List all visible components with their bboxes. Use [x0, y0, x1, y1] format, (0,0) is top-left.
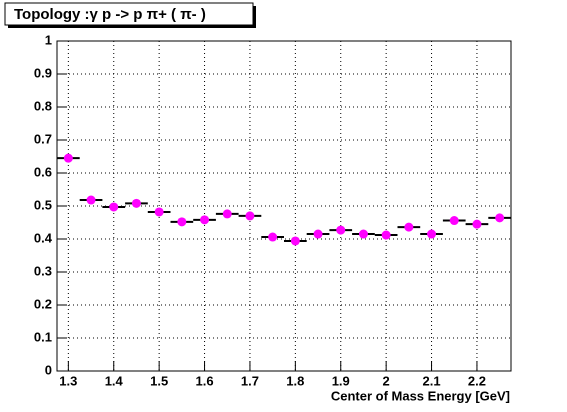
- data-point: [449, 216, 459, 226]
- y-tick-label: 0.1: [34, 329, 52, 344]
- x-tick-label: 1.8: [286, 373, 304, 388]
- data-point: [63, 153, 73, 163]
- x-tick-label: 1.6: [196, 373, 214, 388]
- y-tick-label: 0.8: [34, 98, 52, 113]
- data-point: [290, 236, 300, 246]
- data-point: [336, 225, 346, 235]
- data-point: [86, 195, 96, 205]
- data-point: [268, 232, 278, 242]
- y-tick-label: 0.9: [34, 65, 52, 80]
- data-point: [495, 213, 505, 223]
- y-tick-label: 0.7: [34, 131, 52, 146]
- data-point: [404, 222, 414, 232]
- data-point: [154, 207, 164, 217]
- data-point: [200, 215, 210, 225]
- y-tick-label: 0.6: [34, 164, 52, 179]
- y-tick-label: 0.4: [34, 230, 53, 245]
- y-tick-label: 0.2: [34, 296, 52, 311]
- data-point: [109, 202, 119, 212]
- y-tick-label: 0: [45, 362, 52, 377]
- x-tick-label: 1.7: [241, 373, 259, 388]
- y-tick-label: 0.3: [34, 263, 52, 278]
- y-tick-label: 1: [45, 32, 52, 47]
- x-tick-label: 1.9: [332, 373, 350, 388]
- x-tick-label: 2.2: [468, 373, 486, 388]
- data-point: [427, 229, 437, 239]
- data-point: [313, 229, 323, 239]
- title-box: [4, 2, 254, 26]
- data-point: [222, 209, 232, 219]
- y-tick-label: 0.5: [34, 197, 52, 212]
- data-point: [472, 219, 482, 229]
- x-tick-label: 1.5: [150, 373, 168, 388]
- x-tick-label: 1.4: [105, 373, 124, 388]
- x-tick-label: 2.1: [423, 373, 441, 388]
- data-point: [131, 198, 141, 208]
- chart-title: Topology :γ p -> p π+ ( π- ): [14, 6, 206, 23]
- x-tick-label: 2: [383, 373, 390, 388]
- data-point: [358, 229, 368, 239]
- data-point: [381, 230, 391, 240]
- x-tick-label: 1.3: [59, 373, 77, 388]
- data-point: [177, 217, 187, 227]
- data-point: [245, 211, 255, 221]
- x-axis-label: Center of Mass Energy [GeV]: [331, 388, 510, 403]
